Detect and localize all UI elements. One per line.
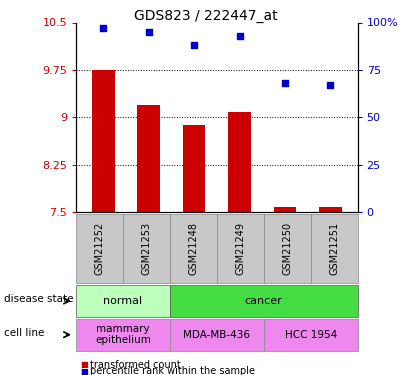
- Text: cancer: cancer: [245, 296, 283, 306]
- Text: transformed count: transformed count: [90, 360, 181, 369]
- Point: [236, 33, 243, 39]
- Text: cell line: cell line: [4, 328, 44, 338]
- Text: percentile rank within the sample: percentile rank within the sample: [90, 366, 255, 375]
- Text: GSM21253: GSM21253: [141, 222, 151, 275]
- Bar: [274, 207, 296, 212]
- Text: disease state: disease state: [4, 294, 74, 304]
- Text: GDS823 / 222447_at: GDS823 / 222447_at: [134, 9, 277, 23]
- Text: GSM21248: GSM21248: [188, 222, 199, 275]
- Bar: [183, 125, 206, 212]
- Point: [282, 80, 288, 86]
- Text: ■: ■: [80, 360, 88, 369]
- Bar: [92, 70, 115, 212]
- Bar: [319, 207, 342, 212]
- Text: mammary
epithelium: mammary epithelium: [95, 324, 151, 345]
- Text: ■: ■: [80, 367, 88, 375]
- Text: GSM21250: GSM21250: [282, 222, 292, 275]
- Text: GSM21249: GSM21249: [235, 222, 245, 275]
- Bar: [228, 112, 251, 212]
- Point: [145, 29, 152, 35]
- Text: MDA-MB-436: MDA-MB-436: [183, 330, 250, 340]
- Text: normal: normal: [104, 296, 143, 306]
- Text: HCC 1954: HCC 1954: [284, 330, 337, 340]
- Text: GSM21251: GSM21251: [329, 222, 339, 275]
- Point: [191, 42, 197, 48]
- Point: [327, 82, 334, 88]
- Bar: [137, 105, 160, 212]
- Point: [100, 25, 106, 31]
- Text: GSM21252: GSM21252: [95, 222, 104, 275]
